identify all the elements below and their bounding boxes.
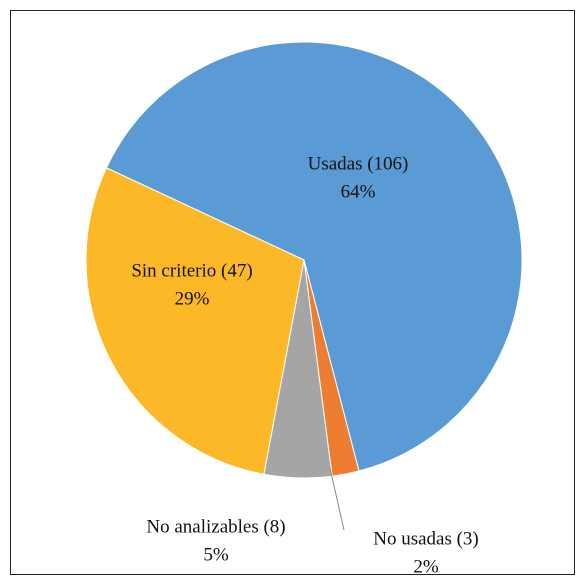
slice-label: No analizables (8) bbox=[146, 516, 285, 537]
pie-slice bbox=[85, 167, 305, 475]
slice-value-label: 5% bbox=[203, 544, 229, 565]
pie-slice bbox=[105, 41, 523, 472]
slice-label: Sin criterio (47) bbox=[131, 260, 252, 281]
leader-line bbox=[329, 467, 345, 531]
slice-label: Usadas (106) bbox=[308, 153, 409, 174]
slice-value-label: 2% bbox=[413, 556, 439, 577]
slice-value-label: 64% bbox=[341, 181, 376, 202]
slice-value-label: 29% bbox=[175, 288, 210, 309]
slice-label: No usadas (3) bbox=[373, 528, 479, 549]
